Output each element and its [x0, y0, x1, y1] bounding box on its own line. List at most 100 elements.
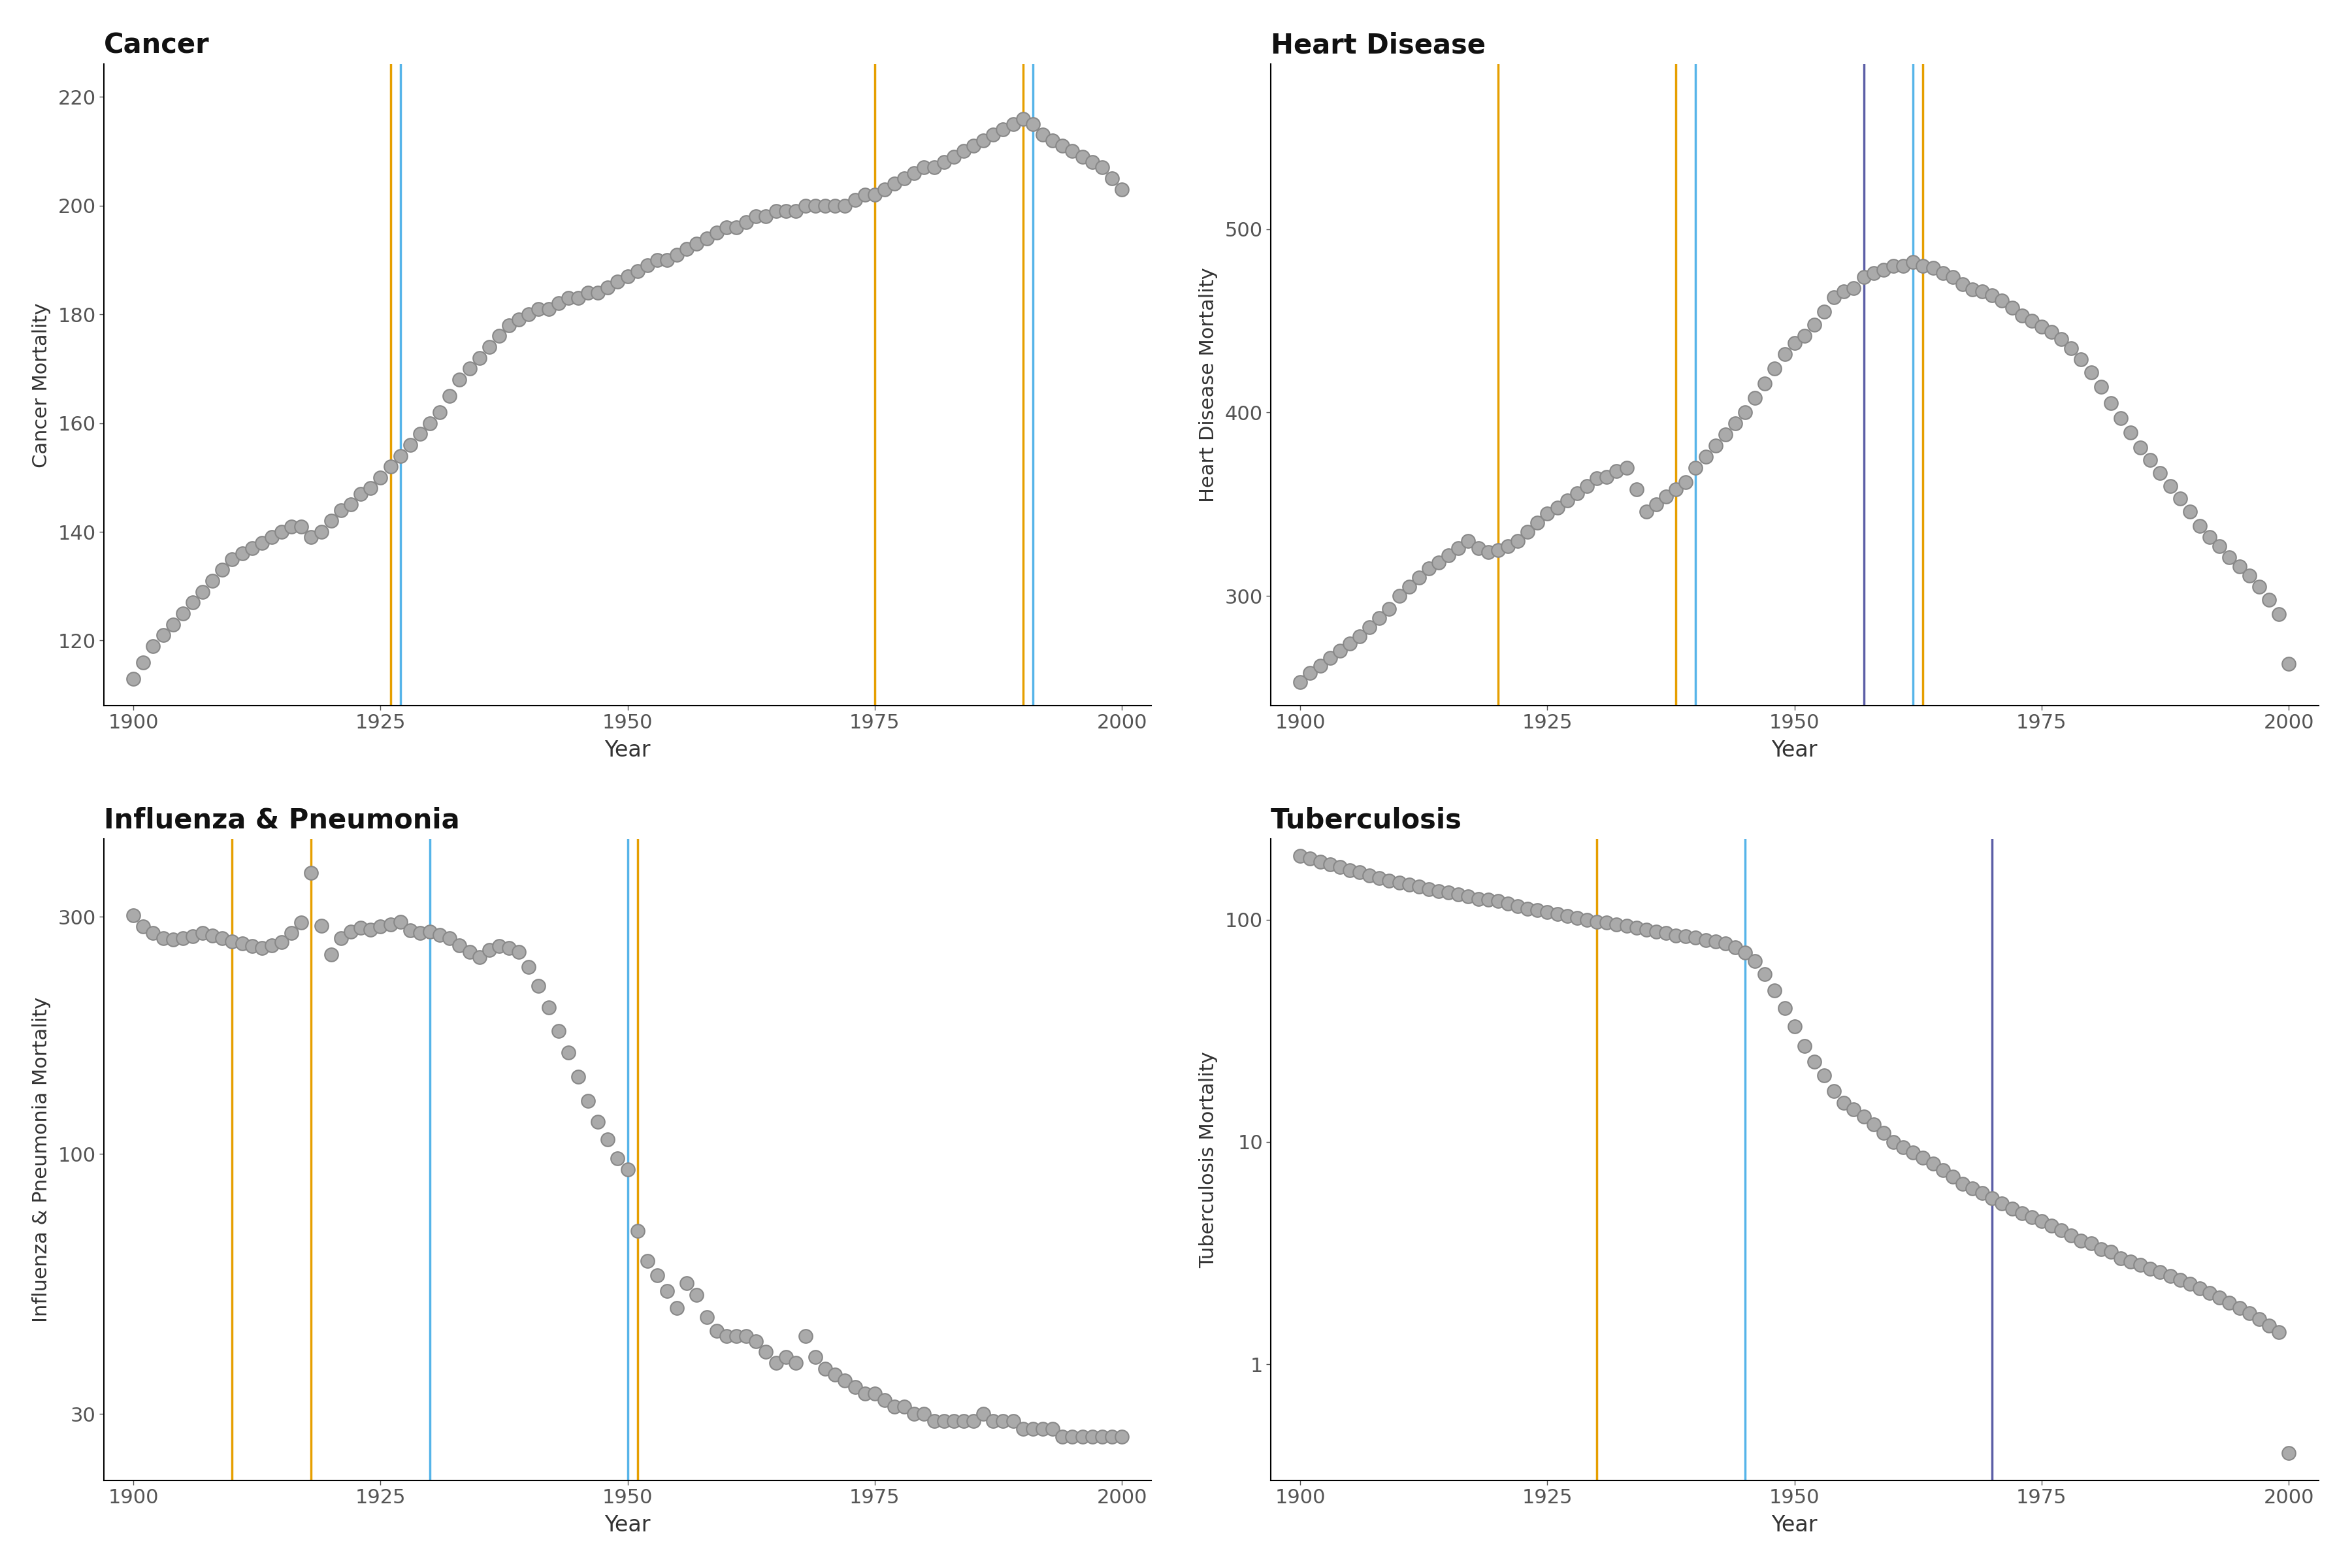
- Point: [1973, 1185, 2011, 1210]
- X-axis label: Year: Year: [604, 740, 652, 762]
- Point: [461, 345, 499, 370]
- Point: [1785, 323, 1823, 348]
- Point: [717, 1323, 755, 1348]
- Point: [1350, 615, 1388, 640]
- Point: [1399, 564, 1437, 590]
- X-axis label: Year: Year: [1771, 740, 1818, 762]
- Point: [1745, 961, 1783, 986]
- Point: [1597, 458, 1635, 483]
- Point: [2211, 1290, 2249, 1316]
- Point: [936, 144, 974, 169]
- Point: [223, 931, 261, 956]
- Point: [1381, 870, 1418, 895]
- Point: [381, 909, 419, 935]
- Point: [1310, 851, 1348, 877]
- Point: [520, 296, 557, 321]
- Point: [1677, 455, 1715, 480]
- Point: [2032, 1214, 2070, 1239]
- Point: [1409, 555, 1446, 580]
- Text: Heart Disease: Heart Disease: [1270, 31, 1486, 60]
- Point: [757, 199, 795, 224]
- Point: [826, 1367, 863, 1392]
- Y-axis label: Heart Disease Mortality: Heart Disease Mortality: [1200, 268, 1218, 502]
- Point: [1766, 996, 1804, 1021]
- Point: [1073, 1424, 1110, 1449]
- Point: [1023, 1416, 1061, 1441]
- Point: [1094, 166, 1131, 191]
- Point: [421, 400, 459, 425]
- Point: [550, 285, 588, 310]
- Point: [1103, 1424, 1141, 1449]
- Point: [214, 928, 252, 953]
- Point: [341, 916, 379, 941]
- Point: [489, 312, 527, 337]
- Point: [856, 1381, 894, 1406]
- Point: [1341, 624, 1378, 649]
- Point: [174, 590, 212, 615]
- Point: [727, 210, 764, 235]
- Point: [887, 166, 924, 191]
- Point: [501, 939, 539, 964]
- Point: [2072, 359, 2110, 384]
- Point: [165, 601, 202, 626]
- Point: [125, 914, 162, 939]
- Point: [1856, 260, 1893, 285]
- Point: [539, 292, 576, 317]
- Point: [292, 861, 329, 886]
- Point: [205, 557, 242, 582]
- Point: [637, 1262, 675, 1287]
- Point: [1875, 254, 1912, 279]
- Point: [2171, 1272, 2209, 1297]
- Point: [786, 193, 823, 218]
- Point: [372, 455, 409, 480]
- Point: [1014, 111, 1051, 136]
- Point: [924, 149, 962, 174]
- Point: [915, 155, 953, 180]
- Point: [915, 1408, 953, 1433]
- Point: [1856, 1112, 1893, 1137]
- Point: [1470, 887, 1508, 913]
- Point: [964, 127, 1002, 152]
- Point: [2201, 1284, 2239, 1309]
- Point: [1498, 894, 1536, 919]
- Point: [1529, 900, 1566, 925]
- Point: [263, 930, 301, 955]
- Point: [461, 944, 499, 969]
- Point: [1103, 177, 1141, 202]
- Point: [1865, 257, 1903, 282]
- Point: [1341, 859, 1378, 884]
- Point: [1479, 889, 1517, 914]
- Point: [896, 160, 934, 185]
- Point: [659, 241, 696, 267]
- Point: [1844, 1104, 1882, 1129]
- Point: [1668, 470, 1705, 495]
- Point: [1618, 477, 1656, 502]
- Point: [2239, 1306, 2277, 1331]
- Point: [1875, 1129, 1912, 1154]
- Point: [470, 334, 508, 359]
- Point: [539, 1018, 576, 1043]
- Point: [452, 356, 489, 381]
- Point: [2122, 1253, 2159, 1278]
- Point: [560, 1065, 597, 1090]
- Point: [2251, 586, 2288, 612]
- Point: [1933, 265, 1971, 290]
- Point: [1708, 931, 1745, 956]
- Point: [2190, 525, 2227, 550]
- Point: [282, 909, 320, 935]
- Point: [1915, 1151, 1952, 1176]
- Point: [2042, 326, 2079, 351]
- Point: [1519, 510, 1557, 535]
- Point: [668, 1270, 706, 1295]
- Point: [727, 1323, 764, 1348]
- Point: [896, 1402, 934, 1427]
- Point: [875, 171, 913, 196]
- Point: [2140, 1259, 2178, 1284]
- Point: [390, 917, 428, 942]
- Point: [2152, 474, 2190, 499]
- Point: [2140, 461, 2178, 486]
- Point: [1044, 1424, 1082, 1449]
- Point: [1310, 646, 1348, 671]
- Point: [1628, 917, 1665, 942]
- Point: [242, 530, 280, 555]
